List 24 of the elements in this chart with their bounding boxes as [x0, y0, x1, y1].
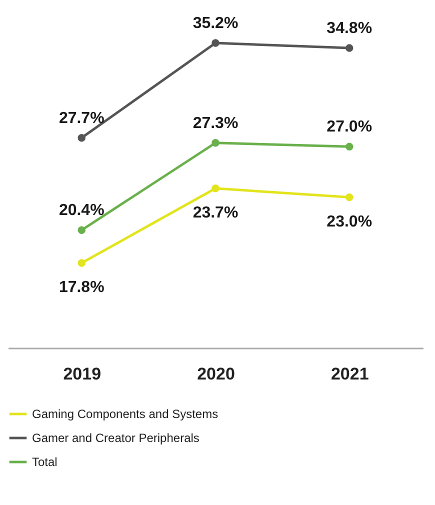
data-label: 27.3% [192, 114, 238, 132]
legend-label: Gaming Components and Systems [32, 407, 218, 421]
data-label: 20.4% [58, 202, 104, 220]
point [212, 39, 220, 47]
point [78, 259, 86, 267]
data-label: 35.2% [192, 15, 238, 32]
data-label: 23.0% [326, 213, 372, 230]
point [78, 134, 86, 142]
data-label: 34.8% [326, 20, 372, 38]
data-label: 17.8% [58, 279, 104, 296]
data-label: 27.7% [58, 110, 104, 127]
legend-label: Total [32, 455, 58, 469]
x-tick-label: 2019 [63, 364, 102, 384]
data-label: 23.7% [192, 204, 238, 222]
data-label: 27.0% [326, 118, 372, 136]
point [78, 226, 86, 234]
point [346, 44, 354, 52]
x-tick-label: 2020 [197, 364, 235, 384]
point [212, 139, 220, 147]
point [212, 184, 220, 192]
point [346, 142, 354, 151]
legend-label: Gamer and Creator Peripherals [32, 431, 200, 445]
point [346, 193, 354, 202]
x-tick-label: 2021 [330, 364, 369, 384]
